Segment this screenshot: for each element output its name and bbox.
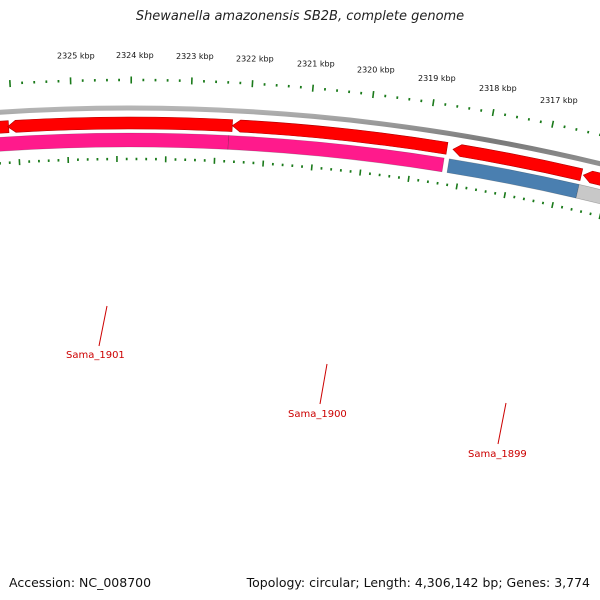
gene-leader-line xyxy=(98,305,108,347)
ruler-tick-label: 2318 kbp xyxy=(479,84,517,93)
gene-leader-line xyxy=(497,402,507,445)
genome-summary-text: Topology: circular; Length: 4,306,142 bp… xyxy=(246,575,590,590)
cds-arrow-4 xyxy=(582,170,600,186)
ruler-minor-tick xyxy=(587,130,590,134)
inner-major-tick xyxy=(503,192,507,199)
inner-major-tick xyxy=(359,169,362,176)
ruler-tick-label: 2323 kbp xyxy=(176,52,214,61)
cds-arrow-3 xyxy=(452,144,584,181)
cds-track xyxy=(0,116,600,186)
map-title: Shewanella amazonensis SB2B, complete ge… xyxy=(135,9,465,24)
ruler-tick-label: 2317 kbp xyxy=(540,96,578,105)
ruler-minor-tick xyxy=(563,125,566,129)
inner-minor-tick xyxy=(522,197,526,201)
inner-minor-tick xyxy=(579,210,583,213)
cds-arrow-1 xyxy=(7,116,233,133)
inner-major-tick xyxy=(551,201,554,209)
ruler-tick-label: 2321 kbp xyxy=(297,59,335,68)
ruler-major-tick xyxy=(432,99,435,107)
gene-label: Sama_1900 xyxy=(288,409,347,420)
ruler-tick-label: 2324 kbp xyxy=(116,51,154,60)
gene-label: Sama_1901 xyxy=(66,350,125,361)
gene-sama-1899 xyxy=(446,158,580,199)
ruler-major-tick xyxy=(372,90,375,99)
accession-text: Accession: NC_008700 xyxy=(9,575,152,590)
gene-sama-1901 xyxy=(0,132,230,152)
inner-minor-tick xyxy=(532,199,535,203)
inner-major-tick xyxy=(310,164,313,171)
ruler-major-tick xyxy=(311,84,315,92)
inner-major-tick xyxy=(455,183,459,190)
gene-label: Sama_1899 xyxy=(468,449,527,460)
gene-track xyxy=(0,132,600,205)
ruler-minor-tick xyxy=(539,120,542,124)
backbone-ring xyxy=(0,105,600,167)
ruler-tick-label: 2320 kbp xyxy=(357,66,395,75)
gene-label-leaders xyxy=(98,305,507,445)
ruler-tick-label: 2325 kbp xyxy=(57,52,95,61)
inner-minor-tick xyxy=(589,212,592,216)
gene-sama-1900 xyxy=(227,135,445,173)
ruler-tick-label: 2322 kbp xyxy=(236,55,274,64)
gene-labels: Sama_1901 Sama_1900 Sama_1899 xyxy=(66,350,527,460)
inner-major-tick xyxy=(407,175,410,182)
inner-minor-tick xyxy=(570,207,573,211)
backbone-arc xyxy=(0,105,600,167)
cds-arrow-0 xyxy=(0,120,10,134)
ruler-minor-tick xyxy=(575,128,578,131)
inner-minor-tick xyxy=(541,201,545,205)
gene-next xyxy=(575,184,600,205)
inner-minor-tick xyxy=(560,205,564,209)
outer-ruler xyxy=(8,76,600,137)
cds-arrow-2 xyxy=(231,119,449,155)
gene-leader-line xyxy=(319,363,328,405)
ruler-major-tick xyxy=(491,108,495,117)
ruler-major-tick xyxy=(551,120,555,128)
outer-ruler-labels: 2325 kbp 2324 kbp 2323 kbp 2322 kbp 2321 kbp… xyxy=(57,51,578,105)
ruler-tick-label: 2319 kbp xyxy=(418,74,456,83)
